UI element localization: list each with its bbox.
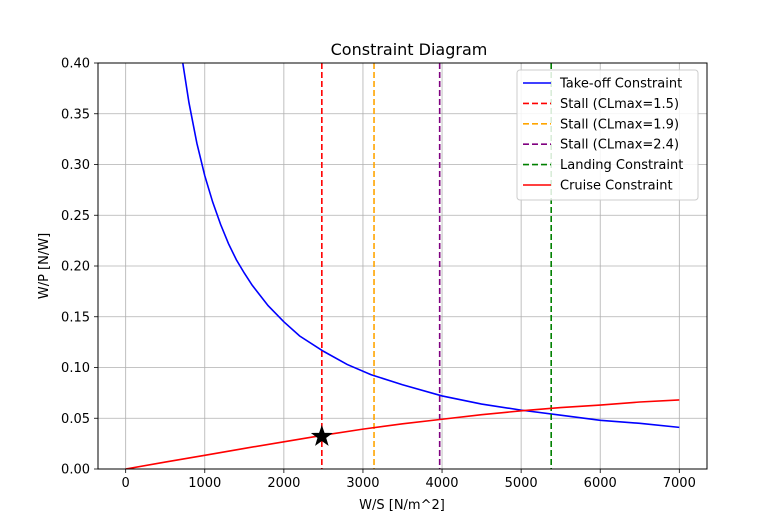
x-tick-label: 1000 xyxy=(188,476,221,491)
chart-title: Constraint Diagram xyxy=(331,40,488,59)
x-tick-label: 6000 xyxy=(584,476,617,491)
legend-box xyxy=(516,69,699,201)
legend: Take-off Constraint Stall (CLmax=1.5) Stal… xyxy=(516,69,699,201)
y-tick-label: 0.15 xyxy=(61,310,90,325)
y-tick-label: 0.40 xyxy=(61,57,90,72)
y-tick-label: 0.35 xyxy=(61,107,90,122)
x-tick-label: 7000 xyxy=(663,476,696,491)
y-tick-label: 0.25 xyxy=(61,209,90,224)
x-tick-label: 2000 xyxy=(267,476,300,491)
x-tick-label: 5000 xyxy=(505,476,538,491)
optimal-point-star-marker xyxy=(310,424,333,446)
series-cruise-constraint xyxy=(125,399,680,469)
y-axis-label: W/P [N/W] xyxy=(37,233,52,299)
legend-label: Cruise Constraint xyxy=(560,179,673,194)
legend-label: Stall (CLmax=1.5) xyxy=(560,97,679,112)
y-axis: 0.00 0.05 0.10 0.15 0.20 0.25 0.30 0.35 0.40 xyxy=(61,57,98,478)
legend-label: Stall (CLmax=1.9) xyxy=(560,117,679,132)
marker-layer xyxy=(310,424,333,446)
y-tick-label: 0.05 xyxy=(61,412,90,427)
x-axis: 0 1000 2000 3000 4000 5000 6000 7000 xyxy=(122,469,696,491)
legend-label: Landing Constraint xyxy=(560,158,683,173)
y-tick-label: 0.30 xyxy=(61,158,90,173)
legend-label: Stall (CLmax=2.4) xyxy=(560,138,679,153)
y-tick-label: 0.10 xyxy=(61,361,90,376)
x-tick-label: 4000 xyxy=(425,476,458,491)
y-tick-label: 0.20 xyxy=(61,260,90,275)
x-tick-label: 0 xyxy=(122,476,130,491)
y-tick-label: 0.00 xyxy=(61,463,90,478)
legend-label: Take-off Constraint xyxy=(559,77,682,92)
x-tick-label: 3000 xyxy=(346,476,379,491)
x-axis-label: W/S [N/m^2] xyxy=(359,498,445,513)
